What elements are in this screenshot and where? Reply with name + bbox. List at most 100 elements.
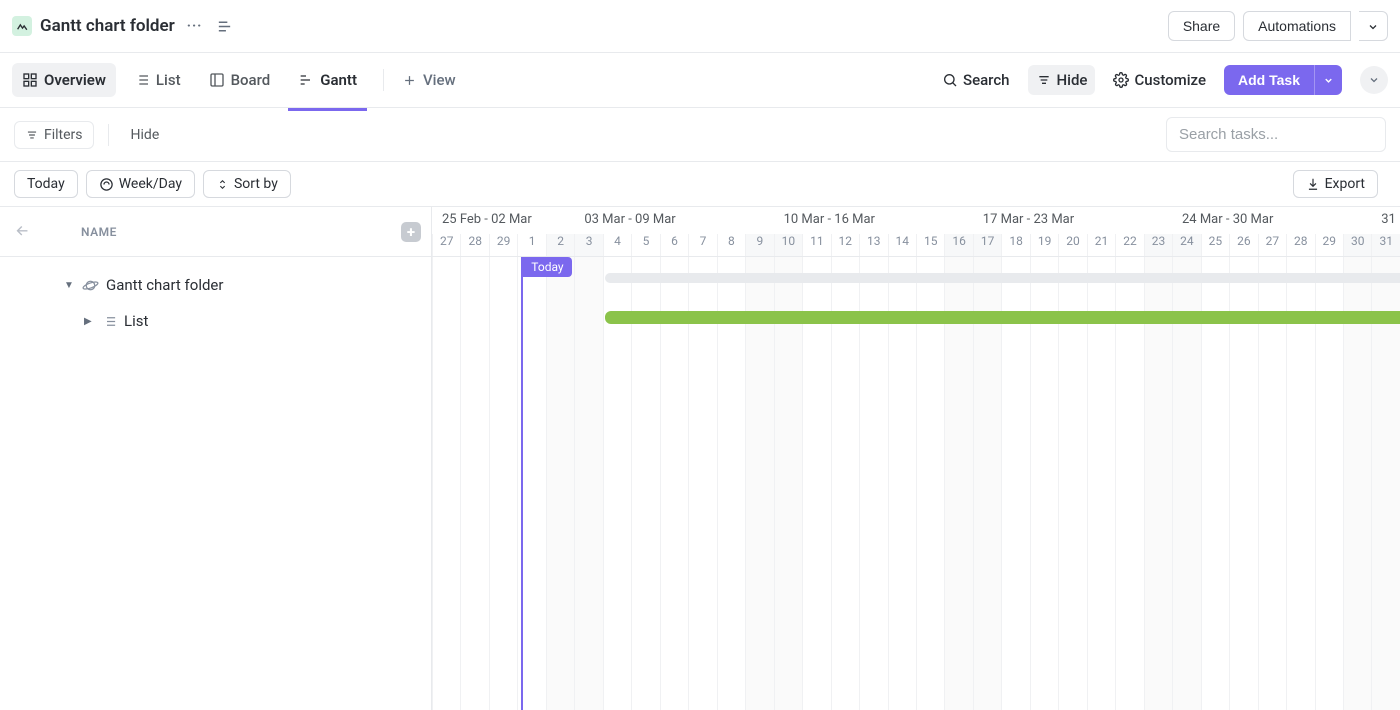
search-tasks-input[interactable] [1166, 117, 1386, 152]
day-label: 20 [1058, 234, 1086, 256]
list-icon [102, 314, 117, 329]
day-label: 4 [603, 234, 631, 256]
filter-toolbar: Filters Hide [0, 108, 1400, 162]
day-label: 27 [432, 234, 460, 256]
automations-button[interactable]: Automations [1243, 11, 1351, 41]
chip-label: Export [1325, 176, 1365, 192]
collapse-icon[interactable] [216, 18, 233, 35]
tool-label: Search [963, 71, 1010, 89]
today-button[interactable]: Today [14, 170, 78, 198]
day-label: 23 [1144, 234, 1172, 256]
back-icon[interactable] [14, 223, 31, 240]
name-column-header: NAME [81, 225, 117, 239]
export-button[interactable]: Export [1293, 170, 1378, 198]
day-label: 18 [1001, 234, 1029, 256]
week-label: 17 Mar - 23 Mar [973, 207, 1172, 234]
task-sidebar: NAME + ▼ Gantt chart folder ▶ List [0, 207, 432, 710]
day-label: 22 [1115, 234, 1143, 256]
search-tool[interactable]: Search [934, 65, 1018, 95]
pill-label: Filters [44, 127, 83, 143]
tree-row-list[interactable]: ▶ List [0, 303, 431, 339]
timeline-header: 25 Feb - 02 Mar03 Mar - 09 Mar10 Mar - 1… [432, 207, 1400, 257]
tab-overview[interactable]: Overview [12, 63, 116, 97]
tool-label: Customize [1134, 71, 1206, 89]
folder-icon [12, 16, 32, 36]
tab-board[interactable]: Board [199, 63, 281, 97]
hide-link[interactable]: Hide [131, 127, 160, 143]
add-view-button[interactable]: View [392, 63, 466, 97]
sidebar-header: NAME + [0, 207, 431, 257]
more-icon[interactable]: ··· [187, 18, 203, 34]
day-label: 5 [631, 234, 659, 256]
tab-list[interactable]: List [124, 63, 191, 97]
day-label: 3 [574, 234, 602, 256]
day-label: 7 [688, 234, 716, 256]
customize-tool[interactable]: Customize [1105, 65, 1214, 95]
day-label: 28 [1286, 234, 1314, 256]
task-tree: ▼ Gantt chart folder ▶ List [0, 257, 431, 349]
week-label: 31 M [1371, 207, 1400, 234]
add-task-button[interactable]: Add Task [1224, 65, 1314, 95]
tab-label: View [423, 71, 456, 89]
day-label: 21 [1087, 234, 1115, 256]
more-caret[interactable] [1360, 66, 1388, 94]
week-label: 24 Mar - 30 Mar [1172, 207, 1371, 234]
day-label: 14 [888, 234, 916, 256]
day-label: 26 [1229, 234, 1257, 256]
day-label: 29 [1315, 234, 1343, 256]
day-label: 11 [802, 234, 830, 256]
share-button[interactable]: Share [1168, 11, 1235, 41]
day-label: 12 [831, 234, 859, 256]
day-label: 8 [717, 234, 745, 256]
day-label: 13 [859, 234, 887, 256]
day-label: 19 [1030, 234, 1058, 256]
add-task-caret[interactable] [1314, 65, 1342, 95]
day-label: 2 [546, 234, 574, 256]
filters-button[interactable]: Filters [14, 121, 94, 149]
gantt-toolbar: Today Week/Day Sort by Export [0, 162, 1400, 206]
tab-label: Overview [44, 71, 106, 89]
tree-row-label: Gantt chart folder [106, 276, 223, 294]
day-label: 9 [745, 234, 773, 256]
add-column-button[interactable]: + [401, 222, 421, 242]
tab-label: List [156, 71, 181, 89]
view-tabs: Overview List Board Gantt View Search Hi… [0, 53, 1400, 108]
task-bar[interactable] [605, 311, 1400, 324]
gantt-main: NAME + ▼ Gantt chart folder ▶ List 25 Fe… [0, 206, 1400, 710]
day-label: 1 [517, 234, 545, 256]
tab-gantt[interactable]: Gantt [288, 63, 367, 97]
day-label: 6 [660, 234, 688, 256]
day-label: 30 [1343, 234, 1371, 256]
tree-row-label: List [124, 312, 148, 330]
day-label: 17 [973, 234, 1001, 256]
week-label: 03 Mar - 09 Mar [574, 207, 773, 234]
week-label: 25 Feb - 02 Mar [432, 207, 574, 234]
caret-right-icon[interactable]: ▶ [84, 316, 96, 327]
day-label: 29 [489, 234, 517, 256]
today-tag: Today [523, 257, 571, 277]
timeline[interactable]: 25 Feb - 02 Mar03 Mar - 09 Mar10 Mar - 1… [432, 207, 1400, 710]
hide-tool[interactable]: Hide [1028, 65, 1096, 95]
day-label: 24 [1172, 234, 1200, 256]
day-label: 31 [1371, 234, 1399, 256]
tree-row-folder[interactable]: ▼ Gantt chart folder [0, 267, 431, 303]
tab-label: Board [231, 71, 271, 89]
day-label: 15 [916, 234, 944, 256]
day-label: 28 [460, 234, 488, 256]
day-label: 10 [774, 234, 802, 256]
tab-label: Gantt [320, 71, 357, 89]
day-label: 16 [944, 234, 972, 256]
folder-bar[interactable] [605, 273, 1400, 283]
day-label: 27 [1258, 234, 1286, 256]
chip-label: Week/Day [119, 176, 182, 192]
day-label: 25 [1201, 234, 1229, 256]
automations-caret[interactable] [1359, 11, 1388, 41]
zoom-button[interactable]: Week/Day [86, 170, 195, 198]
week-label: 10 Mar - 16 Mar [774, 207, 973, 234]
chip-label: Sort by [234, 176, 278, 192]
today-line [521, 257, 523, 710]
planet-icon [82, 277, 99, 294]
caret-down-icon[interactable]: ▼ [64, 280, 76, 291]
sort-button[interactable]: Sort by [203, 170, 291, 198]
tool-label: Hide [1057, 71, 1088, 89]
